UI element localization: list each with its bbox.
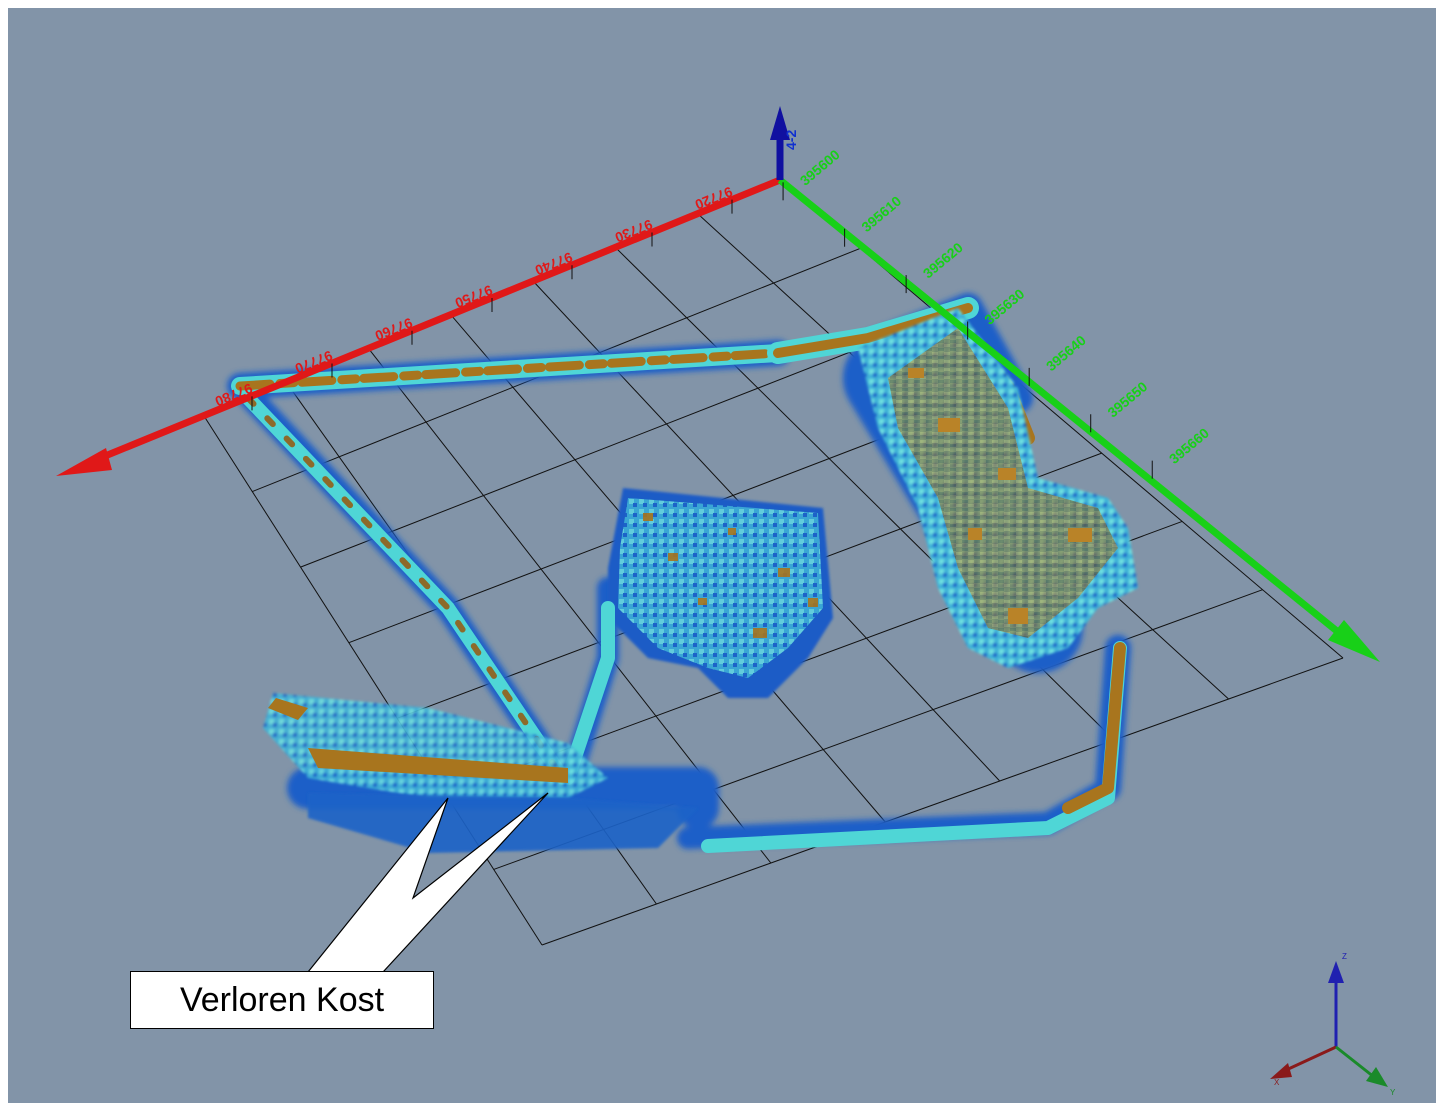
triad-label: Z [1342,952,1347,961]
grid-line [541,657,1344,946]
y-axis-tick-label: 395610 [858,193,904,235]
triad-y-axis [1335,1045,1375,1079]
drift-network [231,297,1127,853]
triad-label: Y [1390,1088,1396,1097]
y-axis-tick-label: 395660 [1166,425,1212,467]
mine-voxel-model[interactable] [227,293,1138,853]
x-axis-arrowhead [56,448,112,476]
z-axis-label: 4-2 [783,130,799,150]
grid-line [300,316,942,568]
3d-viewport[interactable]: 97720 97730 97740 97750 97760 97770 97780 39560… [8,8,1436,1103]
triad-y-arrow [1366,1067,1388,1087]
triad-x-arrow [1270,1063,1292,1079]
central-ore-block [608,488,833,698]
triad-label: X [1274,1078,1280,1087]
z-axis-arrowhead [770,106,790,140]
lost-ore-stope [263,693,698,853]
orientation-triad[interactable]: X Y Z [1270,947,1430,1097]
y-axis-line [777,177,1346,639]
y-axis-tick-label: 395650 [1104,378,1150,420]
y-axis-tick-label: 395640 [1043,332,1089,374]
right-ore-body [858,308,1138,668]
x-axis-line [86,176,782,467]
triad-x-axis [1283,1045,1337,1073]
y-axis-tick-label: 395600 [797,146,843,188]
y-axis-tick-label: 395620 [920,239,966,281]
y-axis-arrowhead [1328,620,1380,662]
triad-z-arrow [1328,961,1344,983]
annotation-callout: Verloren Kost [130,971,434,1029]
scene-canvas[interactable]: 9772097730977409775097760977709778039560… [8,8,1436,1103]
y-axis-tick-label: 395630 [981,285,1027,327]
